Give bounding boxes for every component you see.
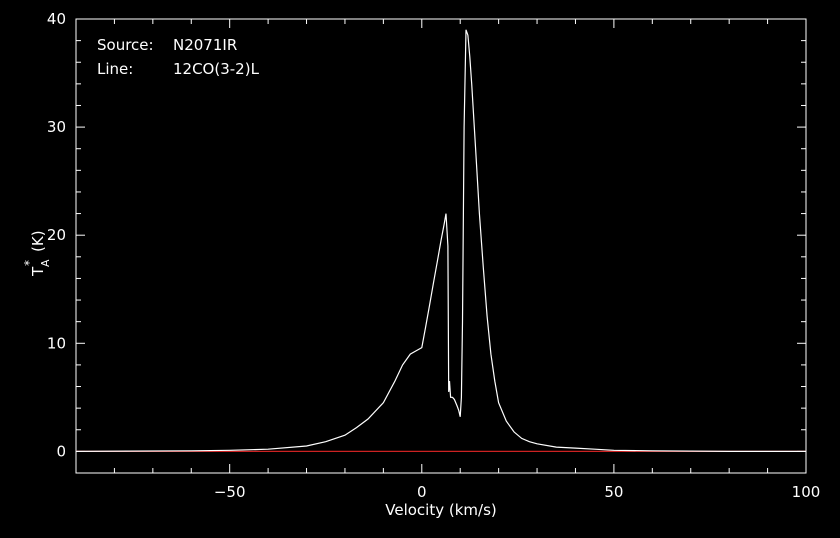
y-axis-title: T A * (K) (22, 230, 52, 277)
y-axis-title-unit: (K) (29, 230, 47, 252)
spectrum-line (75, 29, 806, 452)
line-key: Line: (97, 60, 133, 78)
plot-frame (75, 18, 807, 474)
x-tick-label: 100 (792, 483, 821, 501)
x-tick-label: 0 (417, 483, 427, 501)
y-tick-label: 40 (47, 10, 66, 28)
line-value: 12CO(3-2)L (173, 60, 260, 78)
y-tick-label: 20 (47, 226, 66, 244)
y-tick-label: 10 (47, 334, 66, 352)
x-axis-title: Velocity (km/s) (385, 501, 496, 519)
x-tick-label: −50 (214, 483, 246, 501)
source-key: Source: (97, 36, 154, 54)
x-tick-label: 50 (604, 483, 623, 501)
axis-ticks (75, 18, 807, 474)
y-axis-title-main: T (29, 266, 47, 277)
y-axis-title-sub: A (39, 259, 52, 267)
y-tick-label: 30 (47, 118, 66, 136)
axis-tick-labels: −50 0 50 100 0 10 20 30 40 (47, 10, 820, 501)
y-tick-label: 0 (56, 442, 66, 460)
y-axis-title-sup: * (22, 260, 36, 266)
source-value: N2071IR (173, 36, 237, 54)
